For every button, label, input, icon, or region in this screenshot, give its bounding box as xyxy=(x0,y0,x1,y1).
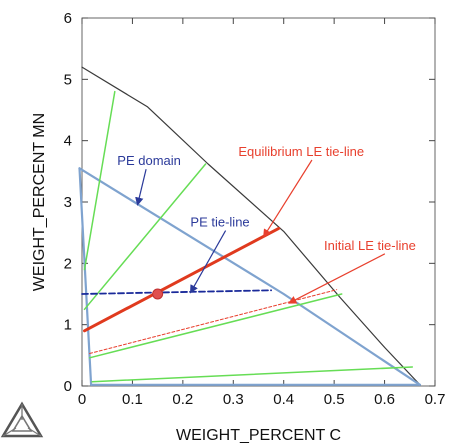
series-initial-le-tie-line xyxy=(89,289,338,354)
y-tick-label: 6 xyxy=(64,10,72,27)
annotation-label: Equilibrium LE tie-line xyxy=(238,144,364,159)
series-equilibrium-le-tie-line xyxy=(83,226,281,333)
series-phase-boundary xyxy=(81,66,421,386)
y-axis-title: WEIGHT_PERCENT MN xyxy=(31,113,48,291)
x-axis-title: WEIGHT_PERCENT C xyxy=(176,427,341,444)
series-tie-line xyxy=(88,293,343,359)
annotation-label: Initial LE tie-line xyxy=(324,238,416,253)
x-tick-label: 0.6 xyxy=(374,391,395,408)
y-tick-label: 3 xyxy=(64,194,72,211)
x-tick-label: 0.5 xyxy=(324,391,345,408)
thermo-calc-logo-icon xyxy=(0,401,44,438)
x-tick-label: 0.2 xyxy=(172,391,193,408)
x-tick-label: 0 xyxy=(78,391,86,408)
series-pe-domain-upper xyxy=(78,167,421,386)
y-tick-label: 1 xyxy=(64,317,72,334)
annotation-arrow xyxy=(263,159,313,238)
x-axis: 0 0.1 0.2 0.3 0.4 0.5 0.6 0.7 xyxy=(78,18,446,408)
series-pe-domain-left xyxy=(78,167,93,386)
y-axis: 0 1 2 3 4 5 6 xyxy=(64,10,435,395)
annotation-arrow xyxy=(189,230,227,294)
y-tick-label: 4 xyxy=(64,133,72,150)
annotation-arrow xyxy=(135,169,147,206)
x-tick-label: 0.1 xyxy=(122,391,143,408)
highlight-point xyxy=(152,288,164,300)
annotation-layer: PE domain Equilibrium LE tie-line PE tie-l… xyxy=(117,144,416,304)
x-tick-label: 0.4 xyxy=(273,391,294,408)
y-tick-label: 0 xyxy=(64,378,72,395)
series-layer xyxy=(78,66,421,386)
series-tie-line xyxy=(83,90,116,271)
annotation-arrow xyxy=(288,253,386,304)
annotation-label: PE tie-line xyxy=(190,215,249,230)
y-tick-label: 2 xyxy=(64,255,72,272)
x-tick-label: 0.7 xyxy=(425,391,446,408)
y-tick-label: 5 xyxy=(64,71,72,88)
series-pe-tie-line xyxy=(81,289,273,295)
annotation-label: PE domain xyxy=(117,153,181,168)
series-tie-line xyxy=(83,163,207,311)
x-tick-label: 0.3 xyxy=(223,391,244,408)
series-tie-line xyxy=(91,366,414,383)
